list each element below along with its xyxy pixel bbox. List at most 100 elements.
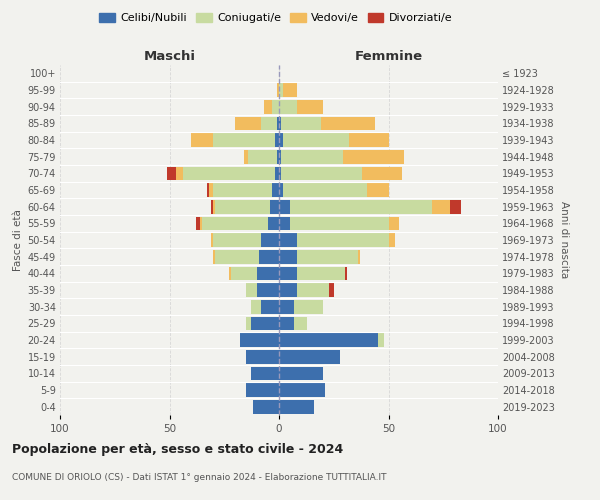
Bar bbox=[253, 400, 279, 413]
Bar bbox=[283, 83, 296, 97]
Bar bbox=[329, 283, 334, 297]
Bar bbox=[279, 316, 295, 330]
Bar bbox=[214, 200, 215, 213]
Bar bbox=[343, 150, 404, 164]
Bar bbox=[200, 216, 202, 230]
Bar bbox=[251, 300, 262, 314]
Bar bbox=[279, 216, 290, 230]
Bar bbox=[377, 333, 384, 347]
Bar bbox=[281, 166, 362, 180]
Bar bbox=[279, 400, 314, 413]
Bar bbox=[231, 266, 257, 280]
Legend: Celibi/Nubili, Coniugati/e, Vedovi/e, Divorziati/e: Celibi/Nubili, Coniugati/e, Vedovi/e, Di… bbox=[95, 8, 457, 28]
Bar bbox=[215, 200, 270, 213]
Bar bbox=[272, 100, 279, 114]
Bar bbox=[279, 183, 283, 197]
Bar bbox=[251, 366, 279, 380]
Bar bbox=[263, 100, 272, 114]
Bar bbox=[389, 233, 395, 247]
Bar bbox=[277, 150, 279, 164]
Bar bbox=[246, 383, 279, 397]
Bar bbox=[367, 183, 389, 197]
Bar bbox=[262, 300, 279, 314]
Bar bbox=[345, 266, 347, 280]
Bar bbox=[279, 200, 290, 213]
Bar bbox=[196, 216, 200, 230]
Bar bbox=[229, 266, 231, 280]
Bar bbox=[209, 183, 214, 197]
Bar bbox=[283, 133, 349, 147]
Bar bbox=[270, 200, 279, 213]
Bar bbox=[251, 316, 279, 330]
Text: Femmine: Femmine bbox=[355, 50, 422, 62]
Text: Popolazione per età, sesso e stato civile - 2024: Popolazione per età, sesso e stato civil… bbox=[12, 442, 343, 456]
Bar bbox=[176, 166, 182, 180]
Bar bbox=[182, 166, 275, 180]
Bar bbox=[248, 150, 277, 164]
Bar bbox=[296, 233, 389, 247]
Bar bbox=[246, 350, 279, 364]
Bar bbox=[279, 233, 296, 247]
Bar bbox=[296, 250, 358, 264]
Bar bbox=[433, 200, 450, 213]
Y-axis label: Anni di nascita: Anni di nascita bbox=[559, 202, 569, 278]
Bar bbox=[279, 383, 325, 397]
Bar bbox=[290, 216, 389, 230]
Bar bbox=[214, 183, 272, 197]
Bar bbox=[277, 116, 279, 130]
Bar bbox=[246, 283, 257, 297]
Bar bbox=[290, 200, 432, 213]
Bar bbox=[283, 183, 367, 197]
Bar bbox=[257, 266, 279, 280]
Bar bbox=[320, 116, 376, 130]
Bar bbox=[279, 300, 295, 314]
Bar bbox=[277, 83, 279, 97]
Bar bbox=[295, 300, 323, 314]
Bar bbox=[279, 166, 281, 180]
Bar bbox=[214, 133, 275, 147]
Bar bbox=[246, 316, 251, 330]
Bar bbox=[281, 150, 343, 164]
Bar bbox=[295, 316, 307, 330]
Bar bbox=[275, 133, 279, 147]
Bar bbox=[268, 216, 279, 230]
Bar bbox=[279, 150, 281, 164]
Bar bbox=[207, 183, 209, 197]
Bar bbox=[358, 250, 360, 264]
Bar bbox=[279, 250, 296, 264]
Bar bbox=[191, 133, 214, 147]
Bar bbox=[272, 183, 279, 197]
Bar bbox=[279, 350, 340, 364]
Bar bbox=[235, 116, 262, 130]
Bar bbox=[296, 100, 323, 114]
Bar bbox=[214, 233, 262, 247]
Y-axis label: Fasce di età: Fasce di età bbox=[13, 209, 23, 271]
Bar bbox=[296, 266, 344, 280]
Bar bbox=[281, 116, 320, 130]
Bar bbox=[259, 250, 279, 264]
Text: COMUNE DI ORIOLO (CS) - Dati ISTAT 1° gennaio 2024 - Elaborazione TUTTITALIA.IT: COMUNE DI ORIOLO (CS) - Dati ISTAT 1° ge… bbox=[12, 472, 386, 482]
Bar bbox=[202, 216, 268, 230]
Bar bbox=[279, 366, 323, 380]
Bar bbox=[239, 333, 279, 347]
Bar bbox=[262, 233, 279, 247]
Text: Maschi: Maschi bbox=[143, 50, 196, 62]
Bar bbox=[211, 200, 214, 213]
Bar bbox=[349, 133, 389, 147]
Bar bbox=[167, 166, 176, 180]
Bar bbox=[279, 83, 283, 97]
Bar bbox=[279, 283, 296, 297]
Bar bbox=[214, 250, 215, 264]
Bar bbox=[279, 116, 281, 130]
Bar bbox=[279, 333, 377, 347]
Bar bbox=[257, 283, 279, 297]
Bar bbox=[211, 233, 214, 247]
Bar bbox=[244, 150, 248, 164]
Bar bbox=[296, 283, 329, 297]
Bar bbox=[389, 216, 400, 230]
Bar bbox=[275, 166, 279, 180]
Bar bbox=[279, 266, 296, 280]
Bar bbox=[279, 133, 283, 147]
Bar bbox=[215, 250, 259, 264]
Bar bbox=[279, 100, 296, 114]
